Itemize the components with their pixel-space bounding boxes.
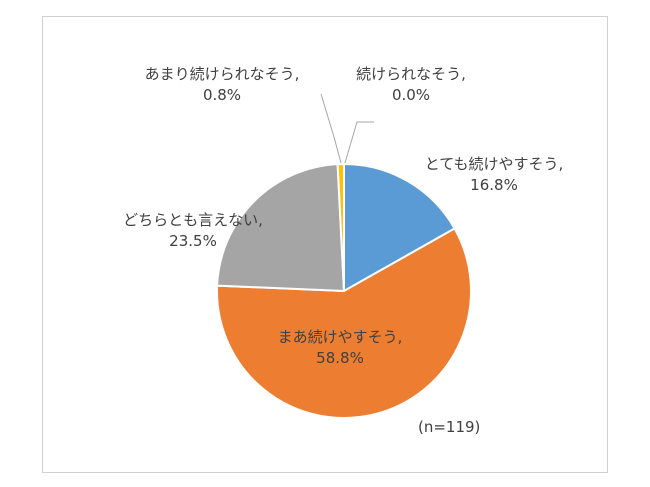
sample-size-note: (n=119): [418, 418, 481, 436]
label-neither-value: 23.5%: [169, 232, 217, 250]
label-rarely-text: あまり続けられなそう,: [144, 65, 300, 83]
label-somewhat-easy-text: まあ続けやすそう,: [277, 328, 403, 346]
label-very-easy: とても続けやすそう, 16.8%: [404, 154, 584, 196]
leader-line-rarely: [320, 93, 342, 164]
pie-slice-rarely: [336, 162, 345, 292]
label-rarely: あまり続けられなそう, 0.8%: [124, 64, 320, 106]
label-rarely-value: 0.8%: [202, 86, 242, 104]
pie-slice-somewhat-easy: [216, 227, 472, 419]
pie-slice-very-easy: [343, 162, 456, 293]
label-somewhat-easy-value: 58.8%: [316, 349, 364, 367]
label-cannot-text: 続けられなそう,: [356, 65, 466, 83]
label-neither: どちらとも言えない, 23.5%: [108, 210, 278, 252]
label-very-easy-value: 16.8%: [470, 176, 518, 194]
label-somewhat-easy: まあ続けやすそう, 58.8%: [260, 327, 420, 369]
label-neither-text: どちらとも言えない,: [123, 211, 263, 229]
label-cannot-value: 0.0%: [391, 86, 431, 104]
label-very-easy-text: とても続けやすそう,: [424, 155, 564, 173]
pie-slice-neither: [216, 163, 346, 293]
leader-line-cannot: [344, 121, 374, 164]
label-cannot: 続けられなそう, 0.0%: [336, 64, 486, 106]
